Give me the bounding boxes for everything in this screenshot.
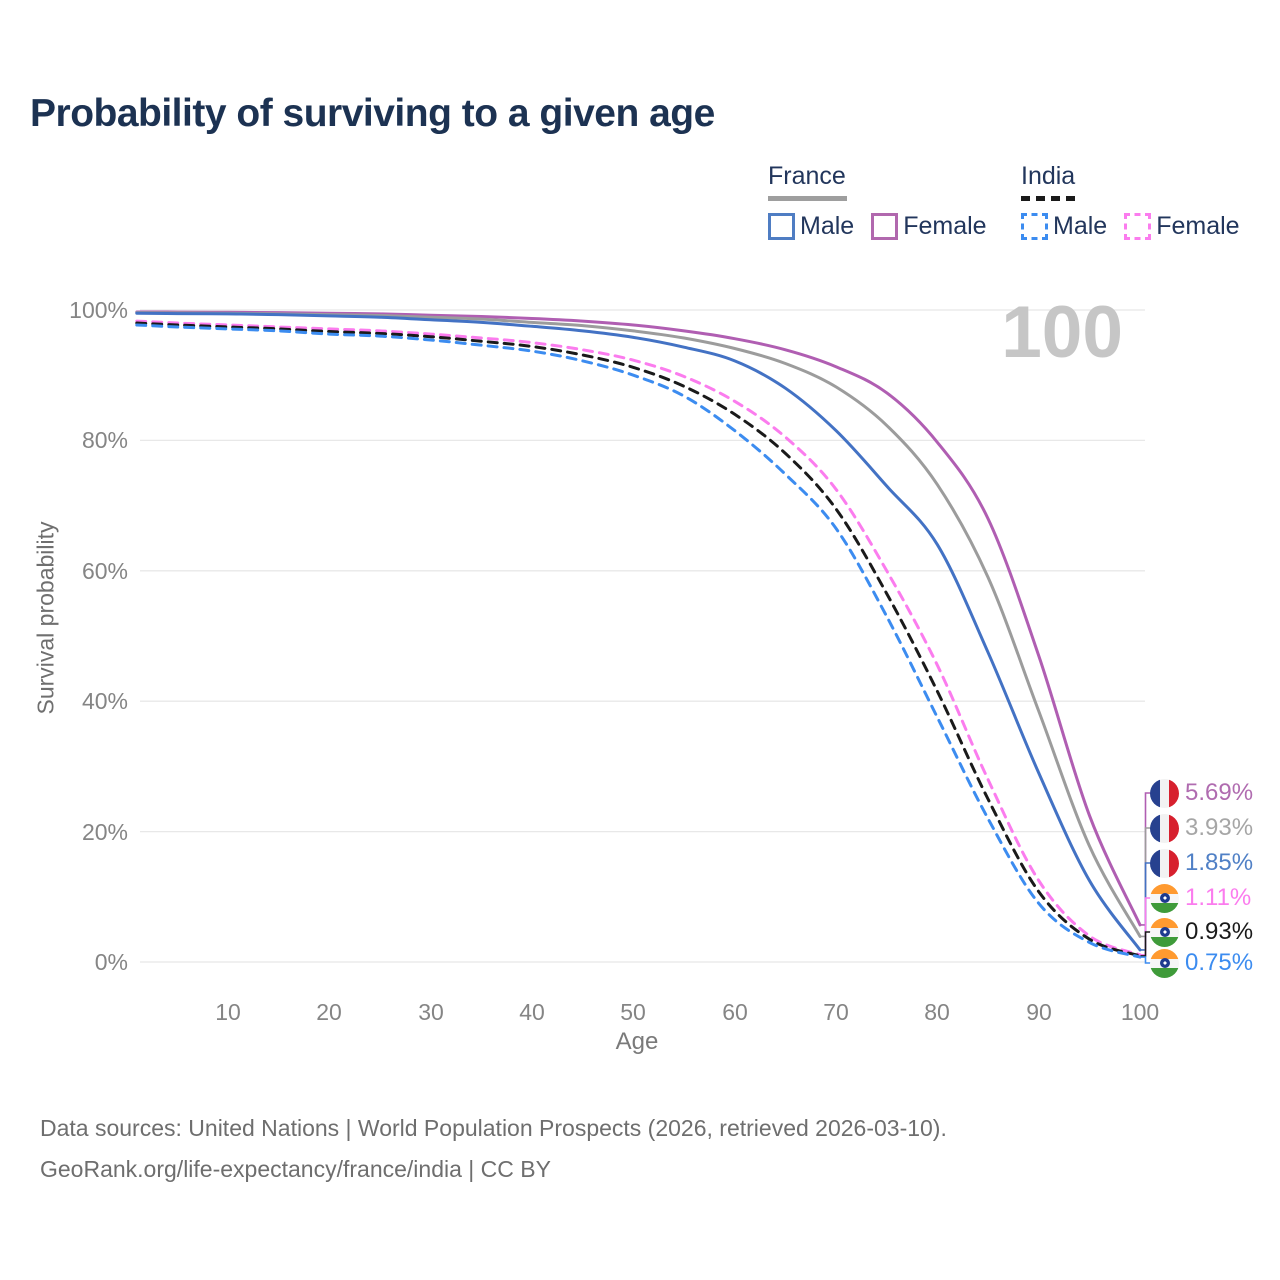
page-title: Probability of surviving to a given age bbox=[30, 92, 715, 135]
france-male-checkbox[interactable] bbox=[768, 213, 795, 240]
x-tick-label: 20 bbox=[316, 999, 342, 1025]
legend-toggle-india-male[interactable]: Male bbox=[1021, 212, 1107, 241]
france-flag-icon bbox=[1150, 813, 1179, 843]
end-label-france-male: 1.85% bbox=[1150, 848, 1253, 878]
x-axis-title: Age bbox=[615, 1028, 659, 1055]
y-axis-title: Survival probability bbox=[32, 521, 59, 715]
y-tick-label: 60% bbox=[81, 558, 128, 584]
end-value-france-both: 3.93% bbox=[1185, 814, 1254, 841]
curve-india-male[interactable] bbox=[135, 323, 1142, 959]
france-both-sexes-line-sample bbox=[768, 196, 847, 201]
connector-india-male bbox=[1140, 956, 1151, 964]
legend-label-france-male: Male bbox=[800, 212, 855, 240]
end-label-france-both: 3.93% bbox=[1150, 813, 1253, 843]
india-both-sexes-line-sample bbox=[1021, 196, 1077, 201]
label-connectors bbox=[1140, 792, 1151, 964]
india-flag-icon bbox=[1150, 948, 1179, 978]
curve-india-both-sexes[interactable] bbox=[135, 321, 1142, 958]
end-value-france-male: 1.85% bbox=[1185, 849, 1254, 876]
gridlines bbox=[140, 309, 1145, 963]
india-female-checkbox[interactable] bbox=[1124, 213, 1152, 240]
legend-label-india-male: Male bbox=[1053, 212, 1108, 240]
connector-india-both-sexes bbox=[1140, 931, 1151, 957]
x-tick-label: 100 bbox=[1120, 999, 1160, 1025]
legend-toggle-france-male[interactable]: Male bbox=[768, 212, 854, 241]
connector-india-female bbox=[1140, 897, 1151, 956]
curve-france-both-sexes[interactable] bbox=[135, 311, 1142, 938]
hover-age-readout: 100 bbox=[1001, 292, 1123, 373]
x-tick-label: 40 bbox=[519, 999, 545, 1025]
x-tick-label: 10 bbox=[215, 999, 241, 1025]
legend-toggle-india-female[interactable]: Female bbox=[1124, 212, 1240, 241]
y-tick-label: 100% bbox=[69, 297, 128, 323]
legend-label-india-female: Female bbox=[1156, 212, 1240, 240]
x-tick-label: 70 bbox=[823, 999, 849, 1025]
legend-country-india[interactable]: India bbox=[1021, 162, 1076, 190]
y-tick-label: 20% bbox=[81, 819, 128, 845]
y-tick-label: 40% bbox=[81, 688, 128, 714]
footer-attribution: GeoRank.org/life-expectancy/france/india… bbox=[40, 1156, 551, 1182]
x-tick-label: 60 bbox=[722, 999, 748, 1025]
curve-france-female[interactable] bbox=[135, 310, 1142, 927]
legend-toggle-france-female[interactable]: Female bbox=[871, 212, 987, 241]
legend-label-france-female: Female bbox=[903, 212, 987, 240]
india-flag-icon bbox=[1150, 883, 1179, 913]
end-label-india-male: 0.75% bbox=[1150, 948, 1253, 978]
end-label-france-female: 5.69% bbox=[1150, 778, 1253, 808]
end-value-india-male: 0.75% bbox=[1185, 949, 1254, 976]
curve-france-male[interactable] bbox=[135, 311, 1142, 952]
india-male-checkbox[interactable] bbox=[1021, 213, 1048, 240]
footer-data-sources: Data sources: United Nations | World Pop… bbox=[40, 1115, 947, 1141]
y-tick-label: 80% bbox=[81, 427, 128, 453]
x-tick-label: 90 bbox=[1026, 999, 1052, 1025]
survival-curves bbox=[135, 310, 1142, 959]
end-label-india-female: 1.11% bbox=[1150, 883, 1251, 913]
legend-group-france: France Male Female bbox=[768, 162, 987, 241]
india-flag-icon bbox=[1150, 917, 1179, 947]
y-tick-label: 0% bbox=[94, 949, 128, 975]
x-tick-label: 30 bbox=[418, 999, 444, 1025]
legend-group-india: India Male Female bbox=[1021, 162, 1240, 241]
footer: Data sources: United Nations | World Pop… bbox=[40, 1108, 947, 1190]
x-tick-label: 50 bbox=[620, 999, 646, 1025]
curve-india-female[interactable] bbox=[135, 319, 1142, 957]
x-tick-label: 80 bbox=[924, 999, 950, 1025]
legend-country-france[interactable]: France bbox=[768, 162, 846, 190]
end-value-france-female: 5.69% bbox=[1185, 779, 1254, 806]
end-label-india-both: 0.93% bbox=[1150, 917, 1253, 947]
france-female-checkbox[interactable] bbox=[871, 213, 899, 240]
end-value-india-both: 0.93% bbox=[1185, 918, 1254, 945]
france-flag-icon bbox=[1150, 778, 1179, 808]
france-flag-icon bbox=[1150, 848, 1179, 878]
end-value-india-female: 1.11% bbox=[1185, 884, 1252, 911]
